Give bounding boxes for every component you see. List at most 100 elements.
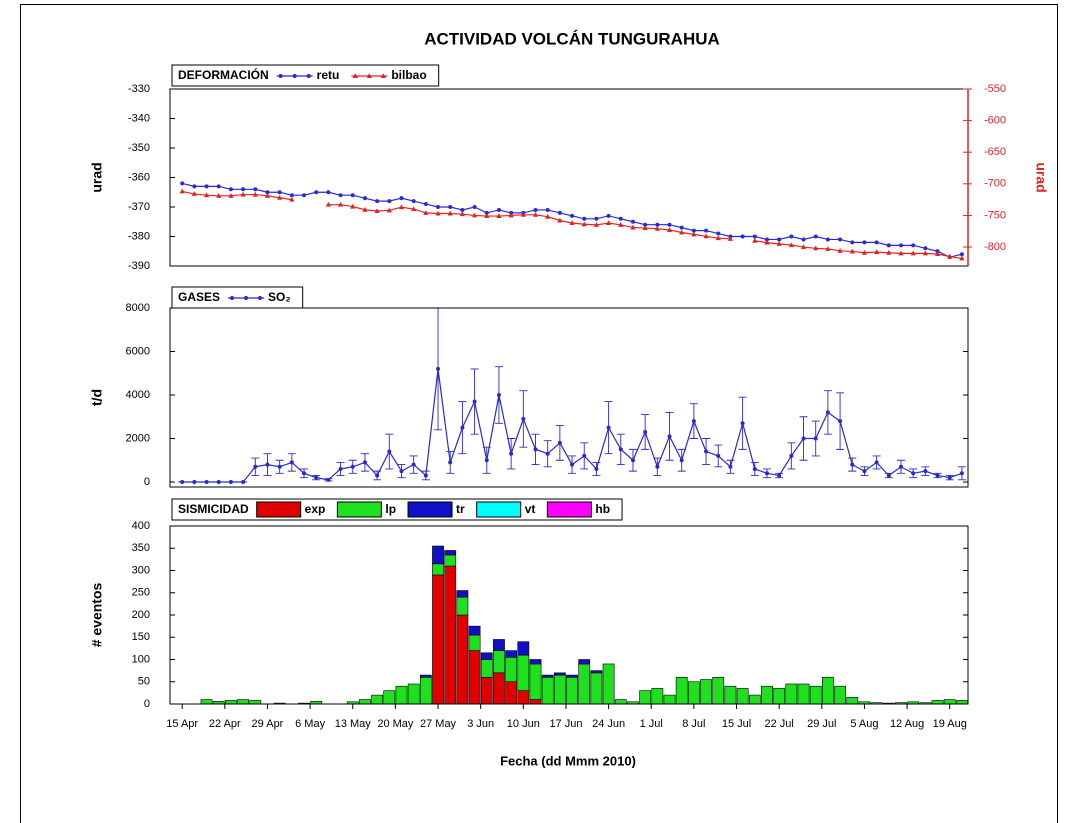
point-marker xyxy=(532,211,539,217)
bar-segment xyxy=(566,674,578,678)
point-marker xyxy=(411,206,417,212)
x-tick-label: 27 May xyxy=(420,718,457,730)
point-marker xyxy=(230,296,235,300)
point-marker xyxy=(472,399,477,404)
x-tick-label: 6 May xyxy=(295,718,325,730)
point-marker xyxy=(228,479,233,484)
point-marker xyxy=(203,192,210,198)
bar-segment xyxy=(700,679,712,704)
point-marker xyxy=(570,462,575,467)
x-tick-label: 24 Jun xyxy=(592,718,625,730)
point-marker xyxy=(338,466,343,471)
bar-segment xyxy=(639,690,652,704)
y-axis-label: urad xyxy=(89,162,105,192)
bar-segment xyxy=(590,670,603,674)
y-tick-label: 6000 xyxy=(126,345,150,357)
bar-segment xyxy=(663,694,676,704)
point-marker xyxy=(727,236,734,241)
bar-segment xyxy=(456,590,469,598)
bar-segment xyxy=(456,596,469,616)
bar-segment xyxy=(371,694,384,704)
bar-segment xyxy=(602,663,615,704)
y-tick-label: -370 xyxy=(128,201,150,213)
bar-segment xyxy=(493,672,505,704)
point-marker xyxy=(411,199,416,204)
point-marker xyxy=(704,449,709,454)
bar-segment xyxy=(712,676,725,704)
point-marker xyxy=(459,211,465,217)
y-tick-label: 150 xyxy=(132,631,150,643)
point-marker xyxy=(448,205,453,209)
point-marker xyxy=(253,464,258,469)
bar-segment xyxy=(505,650,518,658)
point-marker xyxy=(643,429,648,434)
point-marker xyxy=(302,471,307,476)
legend-swatch xyxy=(407,501,453,518)
point-marker xyxy=(436,366,441,371)
point-marker xyxy=(777,473,782,478)
point-marker xyxy=(862,240,867,245)
point-marker xyxy=(545,451,550,456)
point-marker xyxy=(399,196,404,201)
x-tick-label: 13 May xyxy=(335,718,372,730)
point-marker xyxy=(387,199,392,204)
point-marker xyxy=(289,193,294,198)
point-marker xyxy=(180,479,185,484)
point-marker xyxy=(679,458,684,463)
point-marker xyxy=(375,473,380,478)
point-marker xyxy=(764,239,770,245)
point-marker xyxy=(593,222,600,227)
point-marker xyxy=(800,244,807,250)
point-marker xyxy=(740,234,745,239)
point-marker xyxy=(569,220,575,226)
point-marker xyxy=(306,74,311,78)
bar-segment xyxy=(517,641,530,656)
bar-segment xyxy=(809,685,822,704)
point-marker xyxy=(471,212,478,218)
x-tick-label: 15 Apr xyxy=(166,718,198,730)
plot-area xyxy=(178,308,966,484)
bar-segment xyxy=(456,614,469,704)
point-marker xyxy=(337,201,344,207)
bar-segment xyxy=(785,683,798,704)
point-marker xyxy=(241,479,246,484)
point-marker xyxy=(947,475,952,480)
point-marker xyxy=(679,225,684,230)
point-marker xyxy=(667,222,672,227)
point-marker xyxy=(460,425,465,430)
bar-segment xyxy=(200,699,213,704)
x-tick-label: 29 Jul xyxy=(807,718,836,730)
point-marker xyxy=(898,464,903,469)
point-marker xyxy=(375,199,380,204)
point-marker xyxy=(849,248,855,254)
y-axis-label: t/d xyxy=(89,389,105,406)
point-marker xyxy=(655,222,660,227)
point-marker xyxy=(630,224,636,230)
point-marker xyxy=(314,475,319,480)
bar-segment xyxy=(907,701,920,704)
point-marker xyxy=(228,193,234,198)
bar-segment xyxy=(383,690,396,704)
legend-label: vt xyxy=(525,502,536,516)
point-marker xyxy=(277,190,282,195)
point-marker xyxy=(837,248,843,253)
y-tick-label: -340 xyxy=(128,112,150,124)
point-marker xyxy=(362,196,367,201)
x-tick-label: 1 Jul xyxy=(640,718,663,730)
point-marker xyxy=(813,436,818,441)
bar-segment xyxy=(566,676,578,704)
point-marker xyxy=(630,219,635,224)
bar-segment xyxy=(480,652,493,660)
x-tick-label: 12 Aug xyxy=(890,718,924,730)
bar-segment xyxy=(846,697,859,704)
series-line xyxy=(182,190,963,260)
bar-segment xyxy=(578,663,591,704)
point-marker xyxy=(813,234,818,239)
x-tick-label: 17 Jun xyxy=(549,718,582,730)
y2-tick-label: -750 xyxy=(984,209,1006,221)
point-marker xyxy=(350,203,356,209)
y-tick-label: -390 xyxy=(128,260,150,272)
y-tick-label: 300 xyxy=(132,564,150,576)
point-marker xyxy=(436,205,441,209)
bar-segment xyxy=(529,659,542,665)
